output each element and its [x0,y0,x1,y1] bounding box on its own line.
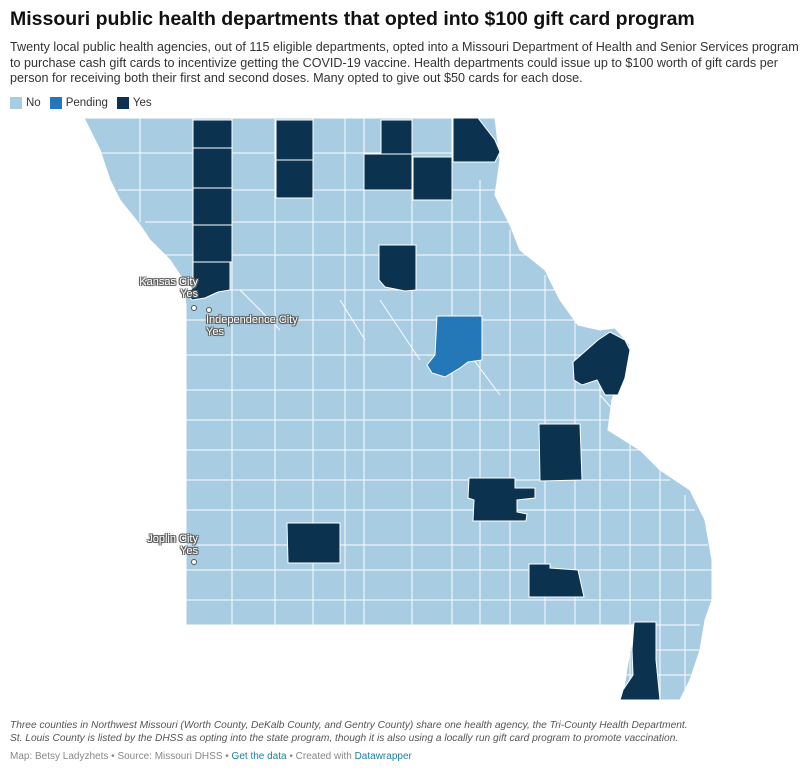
legend-item-pending: Pending [49,97,108,109]
note-line-2: St. Louis County is listed by the DHSS a… [10,733,679,744]
county-yes [467,477,536,522]
datawrapper-link[interactable]: Datawrapper [354,751,412,762]
footer: Map: Betsy Ladyzhets • Source: Missouri … [10,751,412,762]
county-pending [426,315,483,378]
county-yes [192,119,233,149]
footer-credit: Map: Betsy Ladyzhets [10,751,109,762]
independence-city-name: Independence City [206,314,298,326]
legend: No Pending Yes [10,97,152,109]
joplin-city-marker [191,559,197,565]
county-yes [192,187,233,226]
legend-item-yes: Yes [116,97,152,109]
county-yes [192,147,233,189]
joplin-city-name: Joplin City [147,533,198,545]
county-yes [412,156,453,201]
independence-city-label: Independence City Yes [206,314,298,338]
legend-label-no: No [26,97,41,109]
get-data-link[interactable]: Get the data [231,751,287,762]
kansas-city-label: Kansas City Yes [134,276,198,300]
footer-source: Source: Missouri DHSS [117,751,223,762]
legend-label-yes: Yes [132,97,152,109]
legend-swatch-pending [49,97,62,109]
legend-item-no: No [10,97,41,109]
county-yes [528,563,585,598]
legend-swatch-no [10,97,22,109]
kansas-city-status: Yes [180,288,198,300]
county-yes [572,331,631,396]
independence-city-marker [206,307,212,313]
county-yes [619,621,661,701]
county-yes [275,119,314,161]
chart-notes: Three counties in Northwest Missouri (Wo… [10,719,800,745]
county-yes [538,423,583,482]
missouri-county-map [83,117,713,701]
county-yes [363,153,413,191]
legend-swatch-yes [116,97,129,109]
chart-description: Twenty local public health agencies, out… [10,40,799,85]
county-yes [380,119,413,155]
county-yes [185,261,231,301]
joplin-city-status: Yes [180,545,198,557]
county-yes [192,224,233,263]
opted-in-counties [185,117,661,701]
county-yes [378,244,417,292]
kansas-city-name: Kansas City [139,276,198,288]
county-yes [452,117,501,163]
independence-city-status: Yes [206,326,224,338]
state-outline [83,117,713,701]
county-yes [275,159,314,199]
created-with-text: Created with [295,751,352,762]
kansas-city-marker [191,305,197,311]
county-yes [286,522,341,564]
chart-title: Missouri public health departments that … [10,8,695,30]
joplin-city-label: Joplin City Yes [141,533,198,557]
note-line-1: Three counties in Northwest Missouri (Wo… [10,720,688,731]
legend-label-pending: Pending [65,97,108,109]
